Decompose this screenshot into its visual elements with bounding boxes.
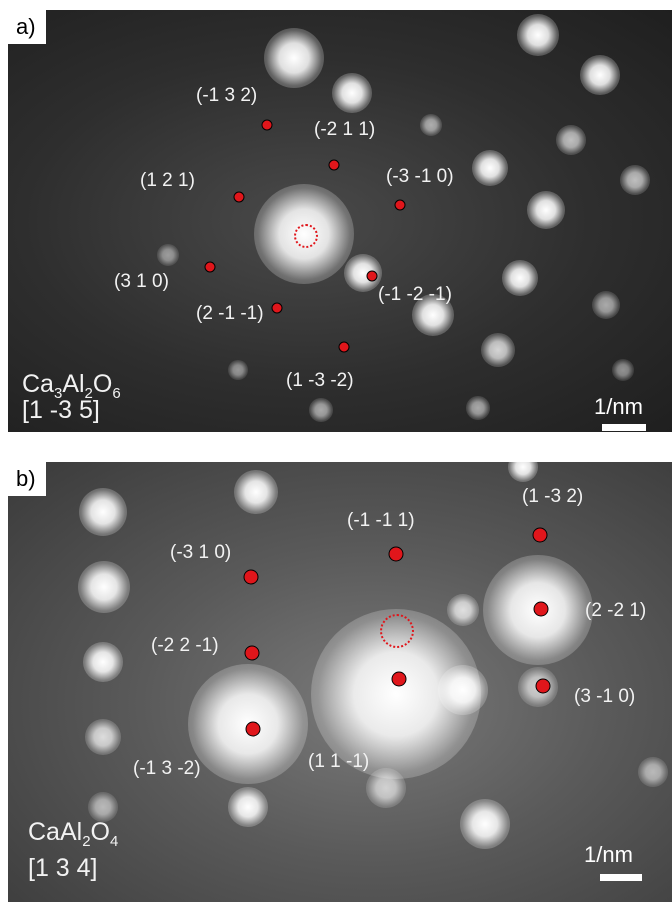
compound-formula-a: Ca3Al2O6 xyxy=(22,370,121,402)
spot-label: (-1 3 -2) xyxy=(133,758,201,779)
spot-b-1 xyxy=(532,527,548,543)
panel-tag-a: a) xyxy=(8,10,46,44)
spot-label: (1 2 1) xyxy=(140,170,195,191)
spot-b-4 xyxy=(533,601,549,617)
spot-label: (1 -3 2) xyxy=(522,486,584,507)
zone-axis-b: [1 3 4] xyxy=(28,854,98,882)
spot-label: (1 -3 -2) xyxy=(286,370,354,391)
spot-label: (2 -2 1) xyxy=(585,600,647,621)
direct-beam-marker-a xyxy=(294,224,318,248)
spot-b-6 xyxy=(535,678,551,694)
diffraction-pattern-b: (1 -3 2) (-1 -1 1) (-3 1 0) (2 -2 1) (-2… xyxy=(8,462,672,902)
scale-label-b: 1/nm xyxy=(584,842,633,867)
spot-label: (-1 3 2) xyxy=(196,85,258,106)
panel-tag-b: b) xyxy=(8,462,46,496)
spot-label: (2 -1 -1) xyxy=(196,303,264,324)
spot-a-2 xyxy=(328,159,340,171)
spot-label: (1 1 -1) xyxy=(308,751,370,772)
spot-label: (-3 -1 0) xyxy=(386,166,454,187)
zone-axis-a: [1 -3 5] xyxy=(22,396,100,424)
spot-label: (3 -1 0) xyxy=(574,686,636,707)
spot-b-2 xyxy=(388,546,404,562)
direct-beam-marker-b xyxy=(380,614,414,648)
spot-a-5 xyxy=(204,261,216,273)
spot-label: (-2 1 1) xyxy=(314,119,376,140)
compound-formula-b: CaAl2O4 xyxy=(28,818,119,850)
scale-bar-b xyxy=(600,874,642,881)
spot-label: (-3 1 0) xyxy=(170,542,232,563)
spot-a-4 xyxy=(394,199,406,211)
spot-b-7 xyxy=(245,721,261,737)
spot-label: (-2 2 -1) xyxy=(151,635,219,656)
spot-b-5 xyxy=(244,645,260,661)
scale-label-a: 1/nm xyxy=(594,394,643,419)
spot-a-3 xyxy=(233,191,245,203)
spot-a-1 xyxy=(261,119,273,131)
diffraction-pattern-a: (-1 3 2) (-2 1 1) (1 2 1) (-3 -1 0) (3 1… xyxy=(8,10,672,432)
spot-a-8 xyxy=(338,341,350,353)
spot-b-3 xyxy=(243,569,259,585)
spot-b-8 xyxy=(391,671,407,687)
spot-label: (-1 -2 -1) xyxy=(378,284,452,305)
spot-a-6 xyxy=(366,270,378,282)
spot-label: (3 1 0) xyxy=(114,271,169,292)
spot-a-7 xyxy=(271,302,283,314)
scale-bar-a xyxy=(602,424,646,431)
spot-label: (-1 -1 1) xyxy=(347,510,415,531)
